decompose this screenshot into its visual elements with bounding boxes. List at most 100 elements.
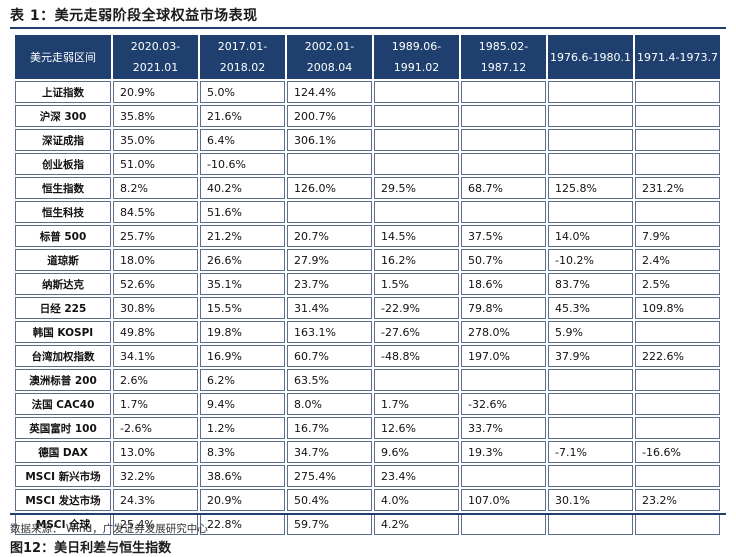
return-value-cell: 4.2% <box>374 513 459 535</box>
table-row: 道琼斯 18.0% 26.6% 27.9% 16.2% 50.7% -10.2% 2.4% <box>15 249 720 271</box>
return-value-cell <box>548 129 633 151</box>
return-value-cell <box>548 201 633 223</box>
market-performance-table: 美元走弱区间 2020.03-2021.01 2017.01-2018.02 2002… <box>13 33 722 537</box>
return-value-cell: 5.0% <box>200 81 285 103</box>
return-value-cell: 23.2% <box>635 489 720 511</box>
return-value-cell <box>461 465 546 487</box>
return-value-cell: -10.2% <box>548 249 633 271</box>
return-value-cell: 197.0% <box>461 345 546 367</box>
return-value-cell <box>374 369 459 391</box>
return-value-cell: 52.6% <box>113 273 198 295</box>
return-value-cell <box>461 201 546 223</box>
return-value-cell: 51.0% <box>113 153 198 175</box>
return-value-cell: 37.9% <box>548 345 633 367</box>
return-value-cell: 40.2% <box>200 177 285 199</box>
table-row: 标普 500 25.7% 21.2% 20.7% 14.5% 37.5% 14.0% 7.9% <box>15 225 720 247</box>
return-value-cell: 14.0% <box>548 225 633 247</box>
header-row: 美元走弱区间 2020.03-2021.01 2017.01-2018.02 2002… <box>15 35 720 79</box>
return-value-cell: 4.0% <box>374 489 459 511</box>
return-value-cell: 2.5% <box>635 273 720 295</box>
return-value-cell <box>461 105 546 127</box>
table-row: 上证指数 20.9% 5.0% 124.4% <box>15 81 720 103</box>
return-value-cell: 6.4% <box>200 129 285 151</box>
table-body: 上证指数 20.9% 5.0% 124.4% 沪深 300 35.8% 21.6% 200.7… <box>15 81 720 535</box>
return-value-cell: 1.2% <box>200 417 285 439</box>
return-value-cell: 231.2% <box>635 177 720 199</box>
index-name-cell: 英国富时 100 <box>15 417 111 439</box>
return-value-cell: 27.9% <box>287 249 372 271</box>
return-value-cell: 63.5% <box>287 369 372 391</box>
return-value-cell: 59.7% <box>287 513 372 535</box>
index-name-cell: 纳斯达克 <box>15 273 111 295</box>
table-row: 恒生科技 84.5% 51.6% <box>15 201 720 223</box>
return-value-cell <box>461 369 546 391</box>
return-value-cell: -32.6% <box>461 393 546 415</box>
return-value-cell <box>635 81 720 103</box>
return-value-cell: 38.6% <box>200 465 285 487</box>
return-value-cell <box>635 513 720 535</box>
table-row: 韩国 KOSPI 49.8% 19.8% 163.1% -27.6% 278.0% 5.9% <box>15 321 720 343</box>
header-cell-period: 1985.02-1987.12 <box>461 35 546 79</box>
return-value-cell: -16.6% <box>635 441 720 463</box>
return-value-cell: 26.6% <box>200 249 285 271</box>
return-value-cell: 8.2% <box>113 177 198 199</box>
return-value-cell: 33.7% <box>461 417 546 439</box>
header-cell-period: 2002.01-2008.04 <box>287 35 372 79</box>
return-value-cell: 34.7% <box>287 441 372 463</box>
return-value-cell <box>635 105 720 127</box>
return-value-cell <box>548 465 633 487</box>
return-value-cell: 8.3% <box>200 441 285 463</box>
return-value-cell: 12.6% <box>374 417 459 439</box>
table-row: 台湾加权指数 34.1% 16.9% 60.7% -48.8% 197.0% 37.9% 22… <box>15 345 720 367</box>
return-value-cell: 68.7% <box>461 177 546 199</box>
index-name-cell: 深证成指 <box>15 129 111 151</box>
return-value-cell <box>635 465 720 487</box>
return-value-cell: 8.0% <box>287 393 372 415</box>
return-value-cell <box>548 393 633 415</box>
return-value-cell: 23.7% <box>287 273 372 295</box>
table-row: 德国 DAX 13.0% 8.3% 34.7% 9.6% 19.3% -7.1% -16.6% <box>15 441 720 463</box>
table-row: 恒生指数 8.2% 40.2% 126.0% 29.5% 68.7% 125.8% 231.2… <box>15 177 720 199</box>
return-value-cell: 35.1% <box>200 273 285 295</box>
return-value-cell <box>374 129 459 151</box>
return-value-cell: 19.3% <box>461 441 546 463</box>
return-value-cell: 13.0% <box>113 441 198 463</box>
return-value-cell <box>635 129 720 151</box>
return-value-cell: 21.2% <box>200 225 285 247</box>
return-value-cell: 18.0% <box>113 249 198 271</box>
index-name-cell: 上证指数 <box>15 81 111 103</box>
return-value-cell: 79.8% <box>461 297 546 319</box>
table-row: 创业板指 51.0% -10.6% <box>15 153 720 175</box>
return-value-cell: 50.7% <box>461 249 546 271</box>
return-value-cell: 19.8% <box>200 321 285 343</box>
return-value-cell: 124.4% <box>287 81 372 103</box>
return-value-cell: -48.8% <box>374 345 459 367</box>
return-value-cell: 18.6% <box>461 273 546 295</box>
return-value-cell: 35.0% <box>113 129 198 151</box>
return-value-cell: 9.4% <box>200 393 285 415</box>
return-value-cell <box>548 369 633 391</box>
return-value-cell: 200.7% <box>287 105 372 127</box>
return-value-cell: 22.8% <box>200 513 285 535</box>
return-value-cell: 83.7% <box>548 273 633 295</box>
return-value-cell: 107.0% <box>461 489 546 511</box>
return-value-cell <box>548 153 633 175</box>
index-name-cell: 沪深 300 <box>15 105 111 127</box>
header-cell-period: 1989.06-1991.02 <box>374 35 459 79</box>
return-value-cell: 16.2% <box>374 249 459 271</box>
return-value-cell: 126.0% <box>287 177 372 199</box>
return-value-cell: 20.9% <box>113 81 198 103</box>
return-value-cell: 25.7% <box>113 225 198 247</box>
next-figure-title: 图12：美日利差与恒生指数 <box>10 541 172 556</box>
return-value-cell <box>635 201 720 223</box>
index-name-cell: 韩国 KOSPI <box>15 321 111 343</box>
return-value-cell: 15.5% <box>200 297 285 319</box>
return-value-cell: 16.7% <box>287 417 372 439</box>
return-value-cell: 7.9% <box>635 225 720 247</box>
return-value-cell: 222.6% <box>635 345 720 367</box>
return-value-cell <box>635 393 720 415</box>
index-name-cell: 法国 CAC40 <box>15 393 111 415</box>
return-value-cell: 1.7% <box>113 393 198 415</box>
table-row: 深证成指 35.0% 6.4% 306.1% <box>15 129 720 151</box>
index-name-cell: 道琼斯 <box>15 249 111 271</box>
